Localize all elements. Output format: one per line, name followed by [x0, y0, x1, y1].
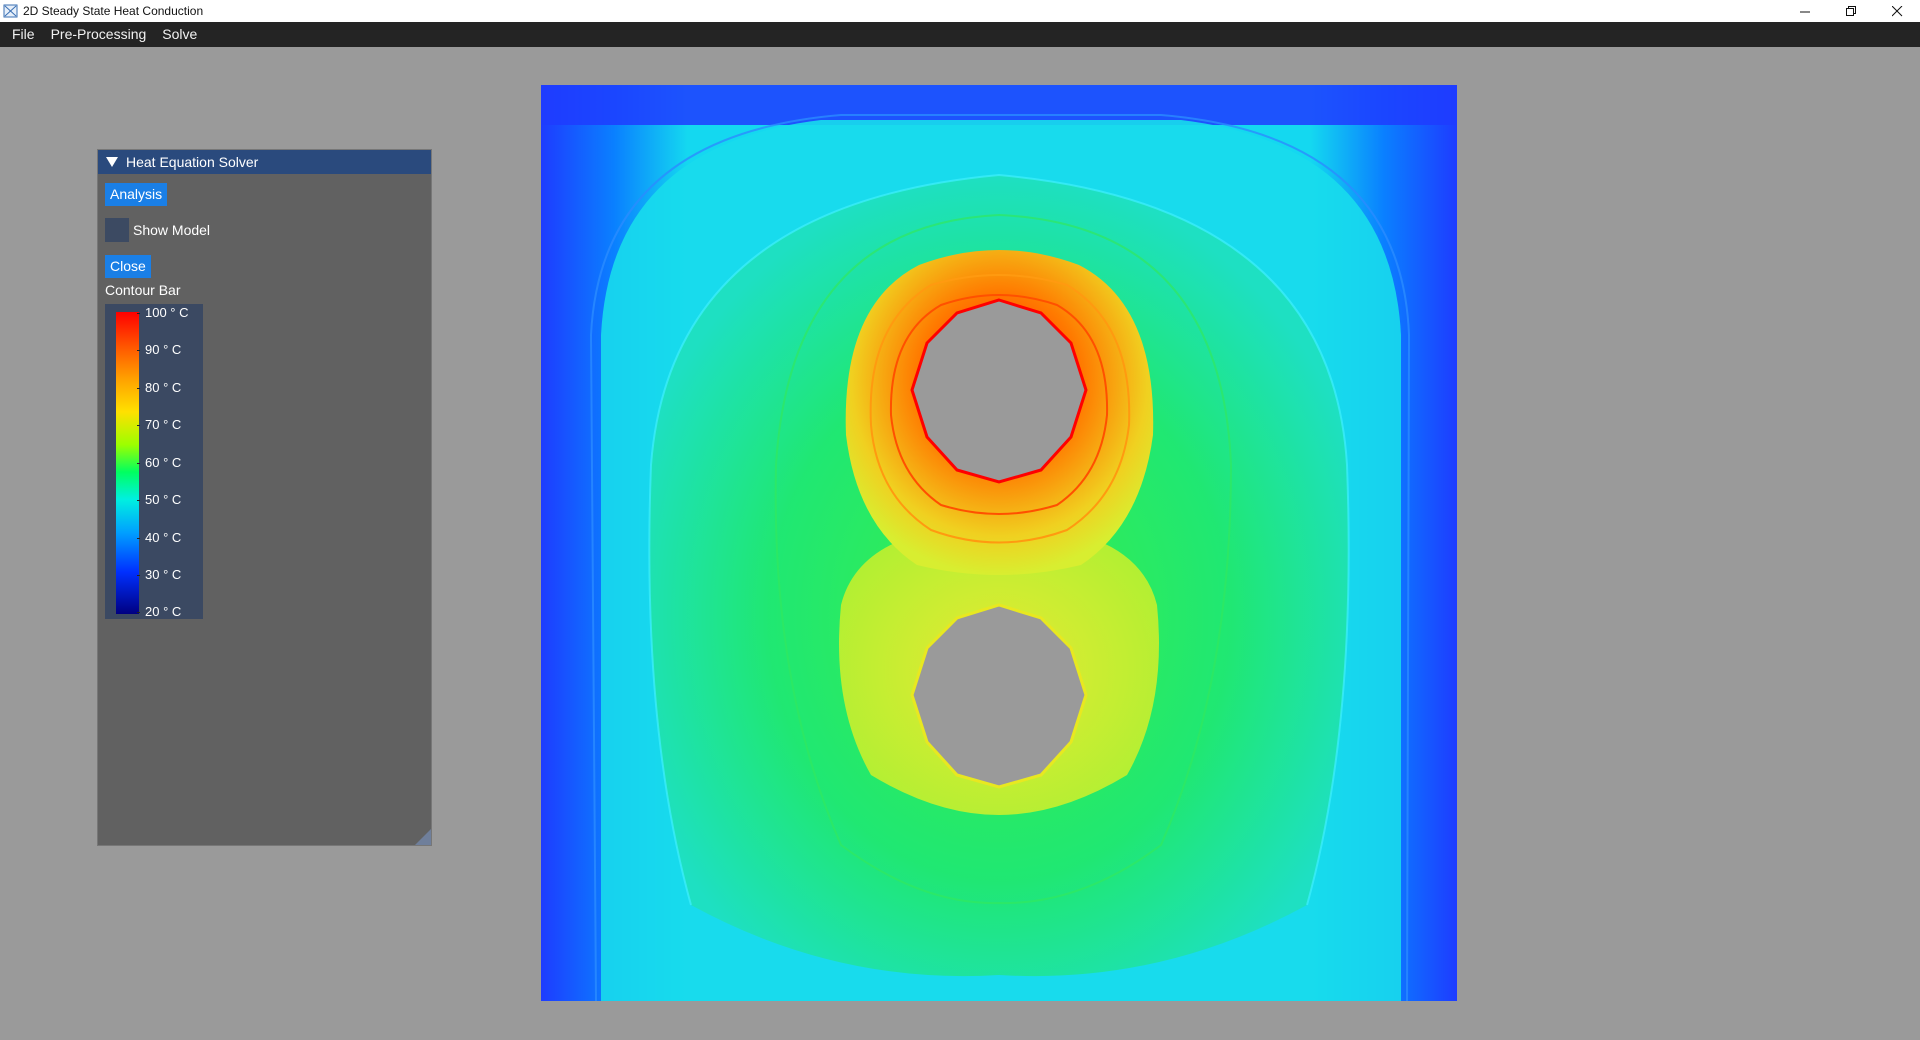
close-button[interactable]: Close [105, 255, 151, 278]
isoline-90 [889, 294, 1109, 515]
contour-label-90: 90 ° C [145, 342, 182, 357]
contour-bar-title: Contour Bar [105, 282, 181, 298]
contour-tick [137, 575, 140, 576]
window-titlebar: 2D Steady State Heat Conduction [0, 0, 1920, 22]
contour-gradient [116, 312, 139, 614]
analysis-button[interactable]: Analysis [105, 183, 168, 206]
isoline-60 [774, 213, 1233, 905]
isoline-50 [648, 173, 1350, 906]
show-model-label: Show Model [133, 222, 211, 238]
minimize-icon [1799, 11, 1810, 12]
menu-file[interactable]: File [12, 26, 35, 42]
contour-tick [137, 350, 140, 351]
contour-bar: 100 ° C 90 ° C 80 ° C 70 ° C 60 ° C 50 °… [105, 304, 203, 619]
contour-tick [137, 463, 140, 464]
contour-label-60: 60 ° C [145, 455, 182, 470]
menu-pre-processing[interactable]: Pre-Processing [50, 26, 147, 42]
contour-tick [137, 388, 140, 389]
isoline-40 [589, 114, 1411, 1001]
contour-label-20: 20 ° C [145, 604, 182, 619]
contour-tick [137, 538, 140, 539]
show-model-checkbox[interactable] [105, 218, 129, 242]
panel-header[interactable]: Heat Equation Solver [98, 150, 431, 174]
menu-solve[interactable]: Solve [162, 26, 198, 42]
panel-resize-grip[interactable] [415, 829, 431, 845]
field-top-cold [541, 85, 1457, 125]
contour-tick [137, 425, 140, 426]
close-icon [1891, 5, 1902, 16]
contour-tick [137, 313, 140, 314]
minimize-button[interactable] [1782, 0, 1828, 22]
temperature-field-viewport[interactable] [541, 85, 1457, 1001]
contour-label-50: 50 ° C [145, 492, 182, 507]
contour-label-30: 30 ° C [145, 567, 182, 582]
contour-tick [137, 612, 140, 613]
app-icon [3, 4, 18, 18]
isoline-80 [869, 274, 1131, 544]
contour-label-40: 40 ° C [145, 530, 182, 545]
heat-equation-solver-panel: Heat Equation Solver Analysis Show Model… [97, 149, 432, 846]
contour-label-80: 80 ° C [145, 380, 182, 395]
contour-label-100: 100 ° C [145, 305, 189, 320]
close-window-button[interactable] [1874, 0, 1920, 22]
show-model-row: Show Model [105, 218, 210, 242]
restore-button[interactable] [1828, 0, 1874, 22]
restore-icon [1845, 5, 1856, 16]
menu-bar: File Pre-Processing Solve [0, 22, 1920, 47]
contour-tick [137, 500, 140, 501]
window-title: 2D Steady State Heat Conduction [23, 4, 204, 18]
panel-title: Heat Equation Solver [126, 154, 259, 170]
contour-label-70: 70 ° C [145, 417, 182, 432]
lower-hole [910, 603, 1088, 789]
collapse-arrow-icon[interactable] [106, 157, 118, 167]
upper-hole [910, 298, 1088, 484]
